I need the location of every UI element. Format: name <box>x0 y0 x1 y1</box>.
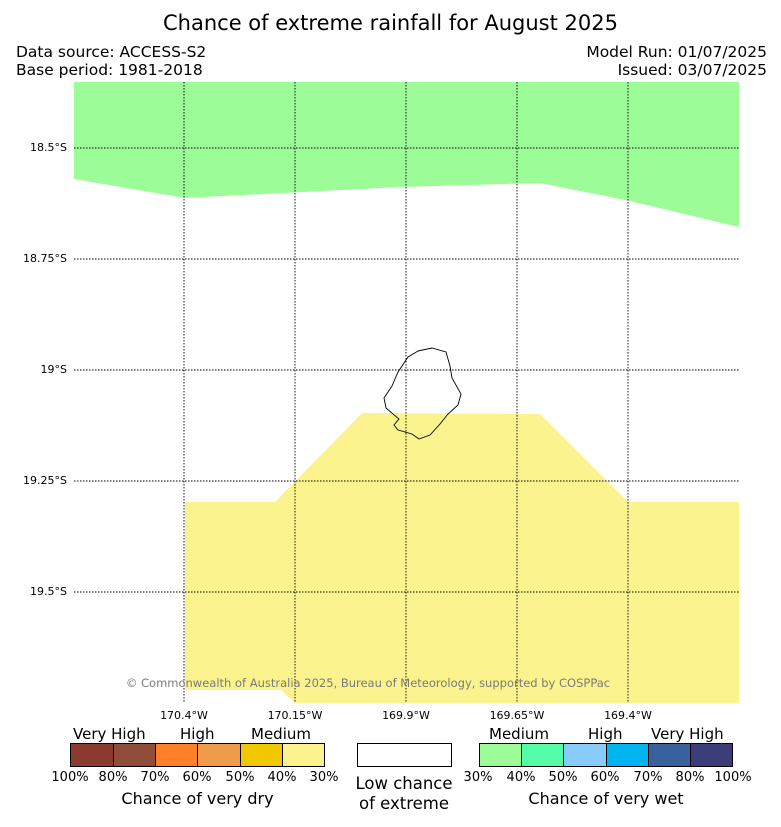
neutral-swatch <box>357 743 452 767</box>
base-period: Base period: 1981-2018 <box>16 61 203 79</box>
wet-category-label: Medium <box>489 725 549 743</box>
wet-tick: 100% <box>714 770 752 785</box>
lat-label: 19°S <box>40 363 67 376</box>
lon-label: 169.65°W <box>489 709 545 722</box>
wet-swatch <box>563 743 607 767</box>
dry-category-label: High <box>180 725 215 743</box>
longitude-gridlines <box>183 82 629 703</box>
wet-tick: 30% <box>463 770 493 785</box>
wet-swatch <box>690 743 733 767</box>
dry-tick: 80% <box>98 770 128 785</box>
dry-tick: 70% <box>140 770 170 785</box>
wet-tick: 60% <box>590 770 620 785</box>
neutral-caption: Low chance of extreme <box>344 774 464 814</box>
lat-label: 19.25°S <box>23 474 67 487</box>
dry-swatch <box>155 743 198 767</box>
dry-region <box>185 413 739 703</box>
wet-swatch <box>521 743 564 767</box>
dry-tick: 30% <box>309 770 339 785</box>
wet-category-label: Very High <box>651 725 724 743</box>
neutral-caption-line1: Low chance <box>355 774 453 793</box>
lon-label: 169.4°W <box>604 709 652 722</box>
dry-tick: 100% <box>51 770 89 785</box>
wet-tick: 70% <box>633 770 663 785</box>
wet-caption: Chance of very wet <box>528 789 684 808</box>
dry-tick: 50% <box>225 770 255 785</box>
map-title: Chance of extreme rainfall for August 20… <box>163 11 618 35</box>
dry-swatch <box>240 743 283 767</box>
wet-tick: 80% <box>675 770 705 785</box>
lon-label: 170.15°W <box>267 709 323 722</box>
lat-label: 18.5°S <box>30 141 67 154</box>
data-source: Data source: ACCESS-S2 <box>16 43 207 61</box>
wet-category-label: High <box>588 725 623 743</box>
dry-tick: 60% <box>182 770 212 785</box>
model-run: Model Run: 01/07/2025 <box>586 43 767 61</box>
island-outline <box>383 347 462 440</box>
dry-swatch <box>197 743 241 767</box>
dry-tick: 40% <box>267 770 297 785</box>
lat-label: 19.5°S <box>30 585 67 598</box>
dry-category-label: Medium <box>251 725 311 743</box>
wet-swatch <box>479 743 522 767</box>
dry-swatch <box>113 743 156 767</box>
wet-swatch <box>606 743 649 767</box>
copyright-notice: © Commonwealth of Australia 2025, Bureau… <box>125 676 611 690</box>
dry-swatch <box>70 743 114 767</box>
dry-swatch <box>282 743 325 767</box>
wet-swatch <box>648 743 691 767</box>
issued-date: Issued: 03/07/2025 <box>617 61 767 79</box>
dry-category-label: Very High <box>73 725 146 743</box>
wet-tick: 50% <box>548 770 578 785</box>
wet-region <box>74 82 739 227</box>
dry-caption: Chance of very dry <box>121 789 274 808</box>
lat-label: 18.75°S <box>23 252 67 265</box>
lon-label: 169.9°W <box>382 709 430 722</box>
wet-tick: 40% <box>506 770 536 785</box>
neutral-caption-line2: of extreme <box>358 794 450 813</box>
lon-label: 170.4°W <box>160 709 208 722</box>
